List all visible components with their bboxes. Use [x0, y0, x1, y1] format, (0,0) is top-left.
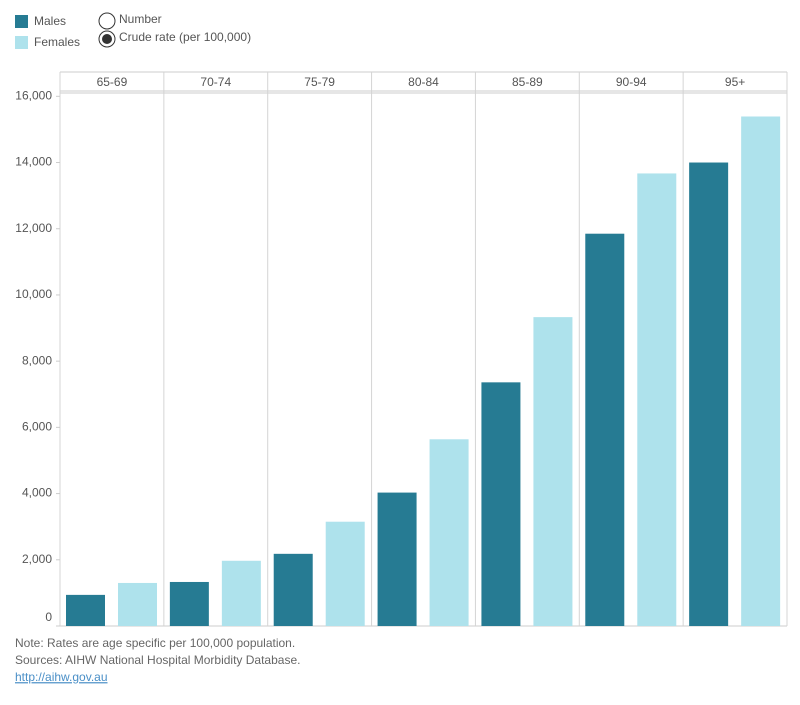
bar [533, 317, 573, 626]
panel-header: 65-69 [97, 75, 128, 89]
footnote: Note: Rates are age specific per 100,000… [15, 636, 295, 650]
bar [429, 439, 469, 626]
radio-dot [102, 34, 112, 44]
y-tick-label: 14,000 [15, 155, 52, 169]
panel-header: 85-89 [512, 75, 543, 89]
y-tick-label: 8,000 [22, 353, 52, 367]
bar [377, 492, 417, 626]
panel-header: 75-79 [304, 75, 335, 89]
radio-label[interactable]: Number [119, 12, 162, 26]
bar [66, 594, 105, 626]
bar [689, 162, 729, 627]
legend-swatch [15, 36, 28, 49]
panel-header: 95+ [725, 75, 745, 89]
bar [169, 581, 209, 626]
bar [221, 560, 261, 626]
y-tick-label: 16,000 [15, 88, 52, 102]
bar [585, 233, 625, 626]
panel-header: 90-94 [616, 75, 647, 89]
bar [118, 582, 157, 626]
legend-label: Males [34, 14, 66, 28]
bar [481, 382, 521, 626]
y-tick-label: 0 [45, 610, 52, 624]
panel-header: 70-74 [200, 75, 231, 89]
y-tick-label: 2,000 [22, 552, 52, 566]
y-tick-label: 10,000 [15, 287, 52, 301]
bar [273, 553, 313, 626]
source-link[interactable]: http://aihw.gov.au [15, 670, 108, 684]
y-tick-label: 6,000 [22, 420, 52, 434]
panel-header: 80-84 [408, 75, 439, 89]
footnote: Sources: AIHW National Hospital Morbidit… [15, 653, 300, 667]
y-tick-label: 4,000 [22, 486, 52, 500]
y-tick-label: 12,000 [15, 221, 52, 235]
radio-label[interactable]: Crude rate (per 100,000) [119, 30, 251, 44]
legend-swatch [15, 15, 28, 28]
bar [325, 521, 365, 626]
bar [637, 173, 677, 626]
legend-label: Females [34, 35, 80, 49]
bar [741, 116, 781, 626]
radio-button[interactable] [98, 12, 116, 30]
